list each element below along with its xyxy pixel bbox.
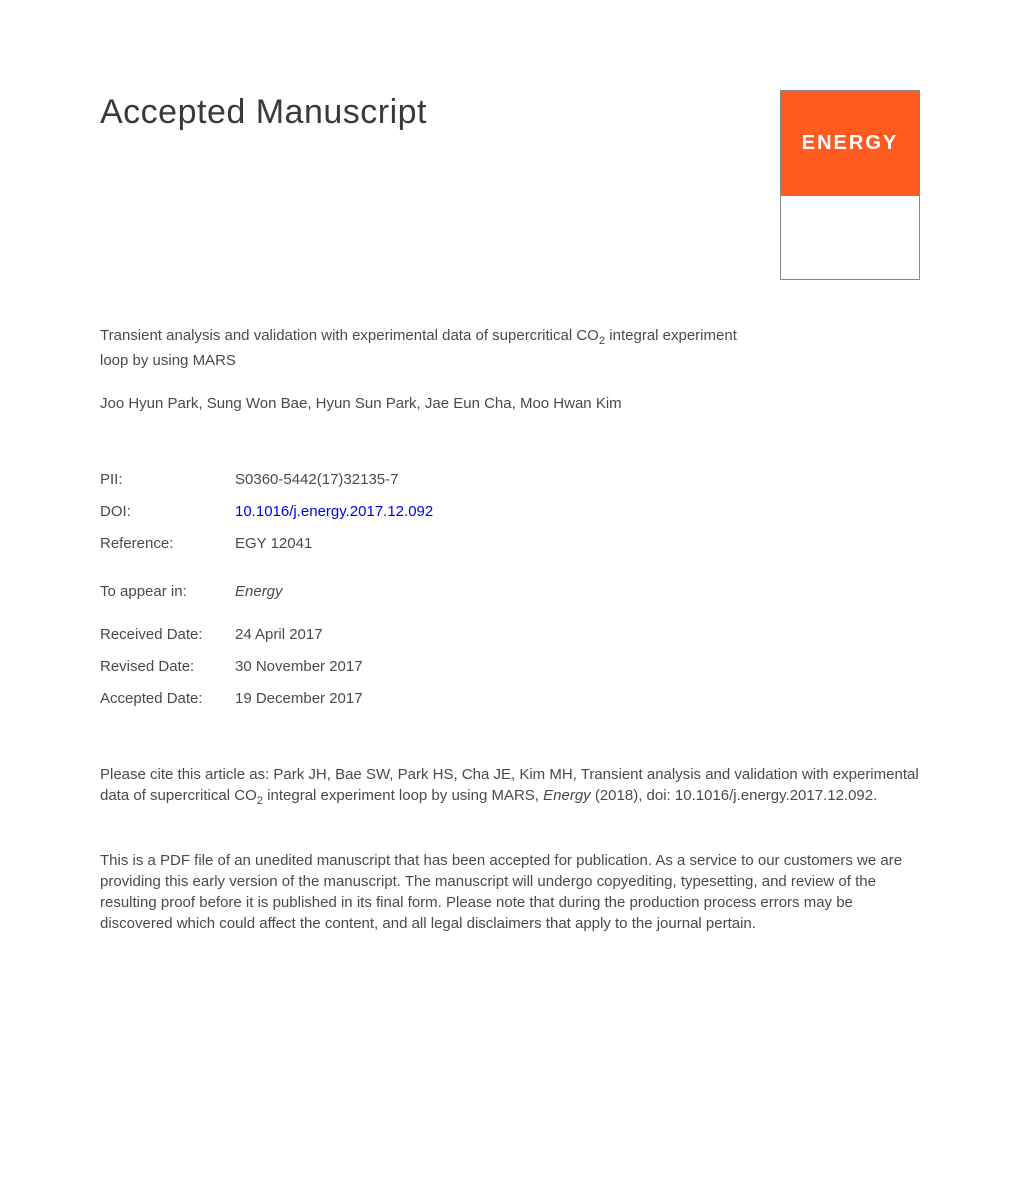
authors-line: Joo Hyun Park, Sung Won Bae, Hyun Sun Pa… — [100, 394, 920, 414]
meta-label-accepted: Accepted Date: — [100, 689, 235, 709]
citation-suffix: (2018), doi: 10.1016/j.energy.2017.12.09… — [591, 787, 878, 804]
meta-label-revised: Revised Date: — [100, 657, 235, 677]
meta-value-accepted: 19 December 2017 — [235, 689, 363, 709]
citation-mid: integral experiment loop by using MARS, — [263, 787, 543, 804]
journal-cover-top: ENERGY — [781, 91, 919, 196]
meta-row-received: Received Date: 24 April 2017 — [100, 625, 920, 645]
journal-cover-thumbnail: ENERGY — [780, 90, 920, 280]
citation-paragraph: Please cite this article as: Park JH, Ba… — [100, 764, 920, 810]
journal-logo-text: ENERGY — [802, 130, 898, 157]
page-title: Accepted Manuscript — [100, 90, 427, 136]
meta-value-appear: Energy — [235, 582, 283, 602]
meta-row-reference: Reference: EGY 12041 — [100, 534, 920, 554]
meta-row-doi: DOI: 10.1016/j.energy.2017.12.092 — [100, 502, 920, 522]
meta-row-pii: PII: S0360-5442(17)32135-7 — [100, 470, 920, 490]
doi-link[interactable]: 10.1016/j.energy.2017.12.092 — [235, 502, 433, 522]
citation-journal: Energy — [543, 787, 591, 804]
article-title: Transient analysis and validation with e… — [100, 325, 740, 372]
meta-row-appear: To appear in: Energy — [100, 582, 920, 602]
meta-value-revised: 30 November 2017 — [235, 657, 363, 677]
meta-value-received: 24 April 2017 — [235, 625, 323, 645]
meta-label-appear: To appear in: — [100, 582, 235, 602]
meta-label-received: Received Date: — [100, 625, 235, 645]
meta-table-identifiers: PII: S0360-5442(17)32135-7 DOI: 10.1016/… — [100, 470, 920, 555]
meta-row-revised: Revised Date: 30 November 2017 — [100, 657, 920, 677]
meta-table-dates: Received Date: 24 April 2017 Revised Dat… — [100, 625, 920, 710]
article-title-prefix: Transient analysis and validation with e… — [100, 327, 599, 344]
header-row: Accepted Manuscript ENERGY — [100, 90, 920, 280]
meta-value-pii: S0360-5442(17)32135-7 — [235, 470, 398, 490]
disclaimer-paragraph: This is a PDF file of an unedited manusc… — [100, 850, 920, 934]
meta-value-reference: EGY 12041 — [235, 534, 312, 554]
meta-label-doi: DOI: — [100, 502, 235, 522]
meta-row-accepted: Accepted Date: 19 December 2017 — [100, 689, 920, 709]
meta-label-reference: Reference: — [100, 534, 235, 554]
journal-cover-bottom — [781, 196, 919, 279]
meta-label-pii: PII: — [100, 470, 235, 490]
